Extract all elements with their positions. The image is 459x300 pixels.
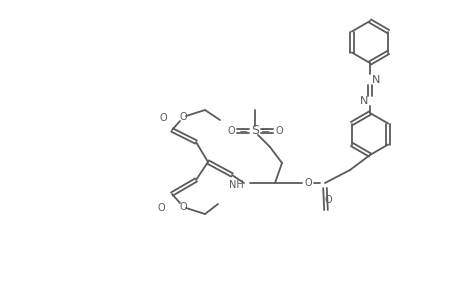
Text: =: = (261, 126, 270, 136)
Text: O: O (227, 126, 234, 136)
Text: O: O (303, 178, 311, 188)
Text: O: O (324, 195, 331, 205)
Text: O: O (159, 113, 167, 123)
Text: N: N (371, 75, 380, 85)
Text: O: O (179, 112, 186, 122)
Text: S: S (251, 124, 258, 137)
Text: O: O (274, 126, 282, 136)
Text: =: = (239, 126, 248, 136)
Text: O: O (179, 202, 186, 212)
Text: NH: NH (229, 180, 243, 190)
Text: O: O (157, 203, 164, 213)
Text: N: N (359, 96, 367, 106)
